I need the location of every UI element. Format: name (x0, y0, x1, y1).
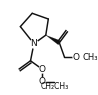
Circle shape (39, 78, 46, 85)
Circle shape (73, 53, 79, 61)
Text: O: O (39, 77, 46, 86)
Circle shape (39, 66, 46, 73)
Text: N: N (31, 39, 37, 48)
Circle shape (30, 39, 38, 48)
Text: CH₂CH₃: CH₂CH₃ (40, 82, 68, 91)
Text: CH₃: CH₃ (82, 53, 98, 61)
Text: O: O (73, 53, 80, 61)
Polygon shape (46, 35, 60, 45)
Text: O: O (39, 65, 46, 74)
